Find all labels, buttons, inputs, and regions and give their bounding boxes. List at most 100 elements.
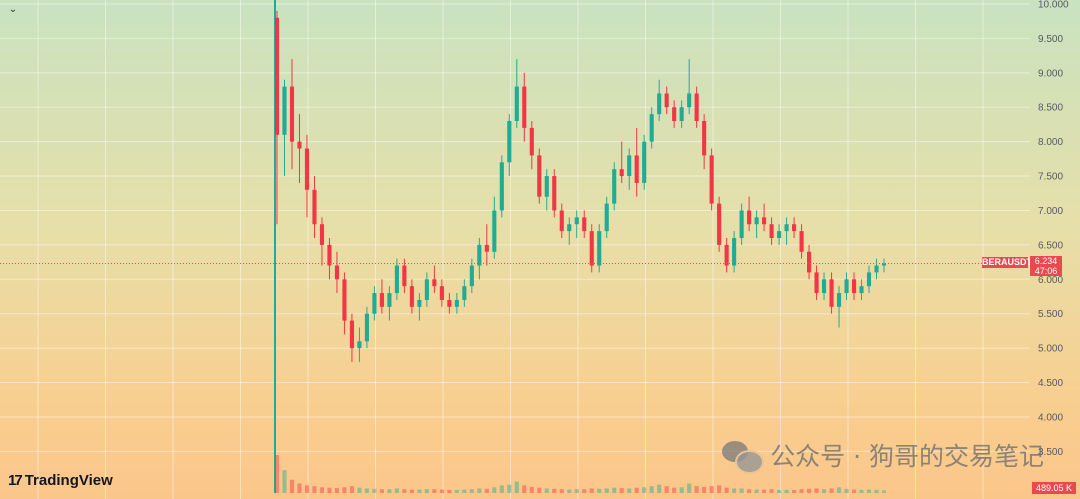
candle-body	[567, 224, 572, 232]
volume-bar	[657, 484, 662, 493]
volume-bar	[612, 487, 617, 493]
candle-body	[747, 210, 752, 225]
candle-body	[881, 263, 887, 266]
candle-body	[462, 286, 467, 300]
candle-body	[289, 86, 295, 142]
last-price-label: 6.234 47:06	[1030, 256, 1062, 277]
volume-bar	[372, 488, 377, 493]
volume-bar	[881, 490, 887, 493]
y-tick-label: 5.000	[1038, 344, 1063, 355]
volume-bar	[297, 483, 302, 493]
volume-bar	[424, 489, 429, 493]
volume-bar	[687, 483, 692, 493]
volume-bar	[334, 488, 340, 493]
volume-bar	[777, 489, 782, 493]
volume-bar	[807, 488, 812, 493]
volume-bar	[522, 485, 527, 493]
candle-body	[319, 224, 325, 245]
y-tick-label: 6.500	[1038, 240, 1063, 251]
candle-body	[484, 244, 489, 252]
volume-bar	[754, 489, 759, 493]
candle-body	[717, 203, 722, 245]
candle-body	[334, 265, 340, 280]
volume-bar	[319, 487, 325, 493]
candle-body	[297, 141, 302, 149]
candle-body	[874, 265, 879, 273]
candle-body	[402, 265, 407, 287]
volume-bar	[664, 486, 669, 493]
candle-body	[657, 93, 662, 115]
last-price-value: 6.234	[1034, 256, 1058, 267]
candle-body	[499, 162, 504, 211]
volume-bar	[769, 489, 774, 493]
volume-bar	[552, 488, 557, 493]
candle-body	[604, 203, 609, 232]
y-tick-label: 6.000	[1038, 275, 1063, 286]
volume-bar	[454, 489, 459, 493]
candle-body	[814, 272, 819, 294]
candle-body	[417, 299, 422, 307]
candle-body	[552, 176, 557, 211]
candle-body	[754, 217, 759, 225]
volume-bar	[357, 487, 362, 493]
volume-bar	[507, 484, 512, 493]
volume-bar	[544, 488, 549, 493]
volume-bar	[874, 489, 879, 493]
y-tick-label: 4.500	[1038, 378, 1063, 389]
volume-bar	[477, 488, 482, 493]
volume-bar	[417, 489, 422, 493]
candle-body	[394, 265, 399, 294]
candle-body	[522, 86, 527, 128]
candle-body	[859, 286, 864, 294]
volume-bar	[409, 489, 414, 493]
candle-body	[424, 279, 429, 300]
candle-body	[792, 224, 797, 232]
candle-body	[762, 217, 767, 225]
volume-bar	[747, 489, 752, 493]
candle-body	[619, 169, 624, 177]
volume-bar	[717, 485, 722, 493]
candle-body	[304, 148, 310, 190]
candle-body	[364, 313, 369, 342]
volume-bar	[649, 486, 654, 493]
volume-bar	[289, 479, 295, 493]
volume-bar	[844, 488, 849, 493]
candle-body	[866, 272, 872, 287]
candle-body	[799, 231, 804, 252]
volume-bar	[597, 488, 602, 493]
volume-bar	[702, 486, 707, 493]
candle-body	[342, 279, 347, 321]
tradingview-logo-text: TradingView	[24, 472, 113, 489]
y-tick-label: 9.500	[1038, 34, 1063, 45]
volume-bar	[799, 489, 804, 493]
candle-body	[357, 341, 362, 349]
candle-body	[687, 93, 692, 108]
candle-body	[372, 293, 377, 314]
candle-body	[597, 231, 602, 266]
volume-bar	[537, 487, 542, 493]
tradingview-logo[interactable]: 17 TradingView	[8, 472, 113, 489]
volume-bar	[739, 488, 744, 493]
volume-bar	[604, 488, 609, 493]
volume-bar	[814, 488, 819, 493]
candle-body	[702, 121, 707, 156]
y-tick-label: 5.500	[1038, 309, 1063, 320]
y-tick-label: 9.000	[1038, 68, 1063, 79]
candle-body	[836, 293, 842, 307]
candle-body	[544, 176, 549, 197]
candle-body	[574, 217, 579, 225]
volume-bar	[282, 470, 287, 493]
candle-body	[349, 320, 354, 349]
candle-body	[649, 114, 654, 142]
y-tick-label: 8.500	[1038, 103, 1063, 114]
candle-body	[529, 127, 534, 156]
candle-body	[732, 238, 737, 266]
volume-bar	[859, 489, 864, 493]
candle-body	[851, 279, 857, 294]
symbol-label: BERAUSDT	[982, 257, 1033, 269]
volume-bar	[514, 481, 519, 493]
volume-bar	[762, 489, 767, 493]
volume-bar	[634, 487, 639, 493]
chevron-down-icon[interactable]: ⌄	[8, 4, 18, 15]
